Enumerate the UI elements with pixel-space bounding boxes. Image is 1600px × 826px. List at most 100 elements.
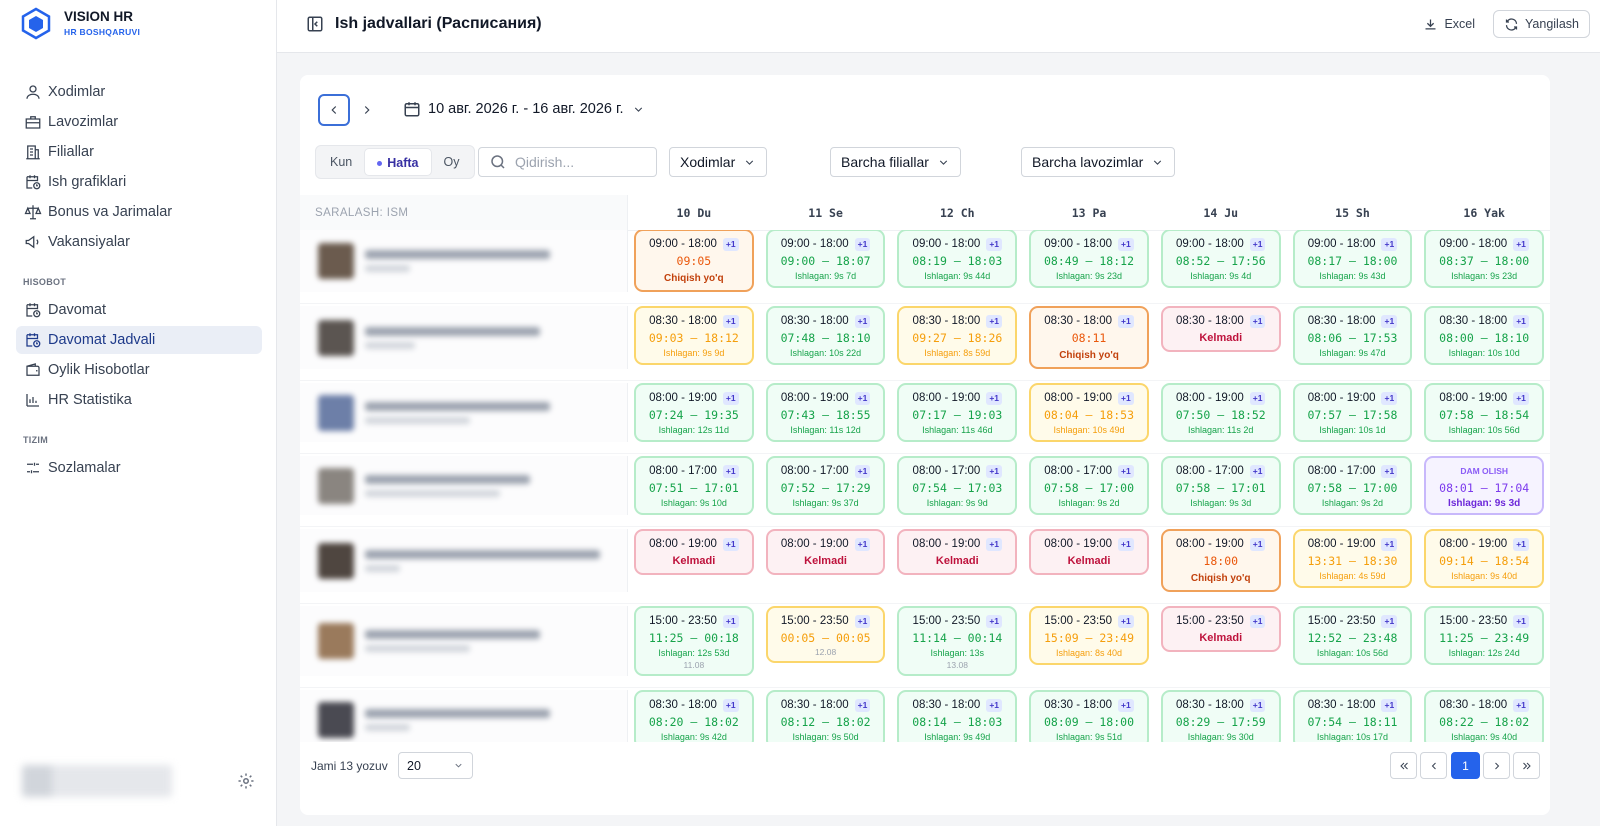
- day-cell: 08:00 - 19:00 +1 07:57 — 17:58 Ishlagan: 10…: [1287, 383, 1419, 442]
- shift-card[interactable]: 08:00 - 17:00 +1 07:54 — 17:03 Ishlagan: 9s…: [897, 456, 1018, 515]
- nav-item[interactable]: Ish grafiklari: [16, 168, 262, 196]
- shift-card[interactable]: 08:30 - 18:00 +1 08:12 — 18:02 Ishlagan: 9s…: [765, 690, 886, 742]
- current-page[interactable]: 1: [1451, 752, 1480, 779]
- shift-card[interactable]: 09:00 - 18:00 +1 08:17 — 18:00 Ishlagan: 9s…: [1292, 230, 1413, 288]
- next-week[interactable]: [360, 103, 374, 117]
- shift-line: 09:00 - 18:00 +1: [1299, 235, 1407, 253]
- shift-card[interactable]: 08:00 - 19:00 +1 08:04 — 18:53 Ishlagan: 10…: [1029, 383, 1149, 442]
- nav-item[interactable]: Davomat: [16, 296, 262, 324]
- total-count: Jami 13 yozuv: [311, 759, 388, 773]
- sidebar-toggle[interactable]: [306, 15, 324, 33]
- prev-page[interactable]: [1420, 752, 1447, 779]
- shift-card[interactable]: DAM OLISH 08:01 — 17:04 Ishlagan: 9s 3d: [1424, 456, 1545, 515]
- icon: [1522, 762, 1531, 769]
- shift-card[interactable]: 15:00 - 23:50 +1 00:05 — 00:05 12.08: [765, 606, 886, 663]
- filter-select[interactable]: Barcha filiallar: [830, 147, 961, 177]
- shift-card[interactable]: 08:30 - 18:00 +1 08:20 — 18:02 Ishlagan: 9s…: [634, 690, 754, 742]
- nav-item[interactable]: HR Statistika: [16, 386, 262, 414]
- shift-card[interactable]: 08:30 - 18:00 +1 08:11 Chiqish yo'q: [1029, 306, 1149, 369]
- shift-badge: +1: [986, 537, 1003, 551]
- shift-card[interactable]: 08:30 - 18:00 +1 09:27 — 18:26 Ishlagan: 8s…: [897, 306, 1018, 365]
- icon: [1494, 762, 1499, 769]
- shift-card[interactable]: 08:00 - 19:00 +1 07:17 — 19:03 Ishlagan: 11…: [897, 383, 1018, 442]
- view-option[interactable]: Oy: [443, 155, 460, 169]
- shift-card[interactable]: 08:30 - 18:00 +1 08:22 — 18:02 Ishlagan: 9s…: [1424, 690, 1545, 742]
- shift-card[interactable]: 08:00 - 19:00 +1 07:58 — 18:54 Ishlagan: 10…: [1424, 383, 1545, 442]
- filter-select[interactable]: Barcha lavozimlar: [1021, 147, 1176, 177]
- icon-part: [26, 145, 40, 160]
- shift-line: 08:00 - 19:00 +1: [1035, 389, 1143, 407]
- date-range[interactable]: 10 авг. 2026 г. - 16 авг. 2026 г.: [428, 101, 624, 117]
- shift-card[interactable]: 08:00 - 19:00 +1 07:50 — 18:52 Ishlagan: 11…: [1160, 383, 1281, 442]
- shift-card[interactable]: 08:00 - 19:00 +1 18:00 Chiqish yo'q: [1160, 529, 1281, 592]
- shift-card[interactable]: 08:00 - 19:00 +1 Kelmadi: [1029, 529, 1149, 575]
- shift-line: 15:00 - 23:50 +1: [1167, 612, 1275, 630]
- shift-card[interactable]: 09:00 - 18:00 +1 08:52 — 17:56 Ishlagan: 9s…: [1160, 230, 1281, 288]
- shift-card[interactable]: 08:30 - 18:00 +1 07:48 — 18:10 Ishlagan: 10…: [765, 306, 886, 365]
- page-size[interactable]: 20: [398, 752, 473, 779]
- shift-card[interactable]: 15:00 - 23:50 +1 Kelmadi: [1160, 606, 1281, 652]
- shift-card[interactable]: 08:00 - 19:00 +1 Kelmadi: [765, 529, 886, 575]
- shift-card[interactable]: 08:30 - 18:00 +1 07:54 — 18:11 Ishlagan: 10…: [1292, 690, 1413, 742]
- nav-item[interactable]: Oylik Hisobotlar: [16, 356, 262, 384]
- nav-label: Lavozimlar: [48, 114, 119, 130]
- shift-card[interactable]: 09:00 - 18:00 +1 09:05 Chiqish yo'q: [634, 230, 754, 292]
- shift-card[interactable]: 09:00 - 18:00 +1 08:19 — 18:03 Ishlagan: 9s…: [897, 230, 1018, 288]
- nav-item[interactable]: Bonus va Jarimalar: [16, 198, 262, 226]
- shift-card[interactable]: 08:00 - 19:00 +1 07:43 — 18:55 Ishlagan: 11…: [765, 383, 886, 442]
- shift-card[interactable]: 15:00 - 23:50 +1 11:14 — 00:14 Ishlagan: 13…: [897, 606, 1018, 676]
- shift-card[interactable]: 08:00 - 17:00 +1 07:51 — 17:01 Ishlagan: 9s…: [634, 456, 754, 515]
- next-page[interactable]: [1483, 752, 1510, 779]
- shift-card[interactable]: 08:00 - 17:00 +1 07:52 — 17:29 Ishlagan: 9s…: [765, 456, 886, 515]
- shift-card[interactable]: 08:00 - 17:00 +1 07:58 — 17:00 Ishlagan: 9s…: [1029, 456, 1149, 515]
- shift-card[interactable]: 08:00 - 19:00 +1 13:31 — 18:30 Ishlagan: 4s…: [1292, 529, 1413, 588]
- view-option[interactable]: Kun: [330, 155, 353, 169]
- shift-card[interactable]: 08:30 - 18:00 +1 08:09 — 18:00 Ishlagan: 9s…: [1029, 690, 1149, 742]
- nav-item[interactable]: Filiallar: [16, 138, 262, 166]
- shift-card[interactable]: 08:30 - 18:00 +1 08:14 — 18:03 Ishlagan: 9s…: [897, 690, 1018, 742]
- shift-card[interactable]: 09:00 - 18:00 +1 09:00 — 18:07 Ishlagan: 9s…: [765, 230, 886, 288]
- nav-item[interactable]: Sozlamalar: [16, 454, 262, 482]
- shift-card[interactable]: 15:00 - 23:50 +1 11:25 — 00:18 Ishlagan: 12…: [634, 606, 754, 676]
- last-page[interactable]: [1513, 752, 1540, 779]
- shift-card[interactable]: 08:00 - 17:00 +1 07:58 — 17:00 Ishlagan: 9s…: [1292, 456, 1413, 515]
- worked-hours: Ishlagan: 9s 40d: [1451, 732, 1518, 742]
- shift-line: 15:00 - 23:50 +1: [903, 612, 1011, 630]
- view-option[interactable]: Hafta: [364, 148, 432, 176]
- search-box[interactable]: Qidirish...: [478, 147, 657, 177]
- shift-badge: +1: [1249, 698, 1266, 712]
- nav-item[interactable]: Davomat Jadvali: [16, 326, 262, 354]
- shift-card[interactable]: 08:30 - 18:00 +1 08:00 — 18:10 Ishlagan: 10…: [1424, 306, 1545, 365]
- shift-card[interactable]: 08:30 - 18:00 +1 Kelmadi: [1160, 306, 1281, 352]
- filter-label: Barcha lavozimlar: [1032, 154, 1144, 170]
- shift-badge: +1: [1513, 314, 1529, 328]
- shift-card[interactable]: 08:00 - 19:00 +1 09:14 — 18:54 Ishlagan: 9s…: [1424, 529, 1545, 588]
- shift-card[interactable]: 08:00 - 19:00 +1 Kelmadi: [634, 529, 754, 575]
- shift-card[interactable]: 08:30 - 18:00 +1 08:29 — 17:59 Ishlagan: 9s…: [1160, 690, 1281, 742]
- employee-position: [365, 489, 500, 497]
- prev-week[interactable]: [318, 94, 350, 126]
- date-chevron[interactable]: [632, 103, 645, 116]
- header-action[interactable]: Excel: [1413, 10, 1485, 38]
- shift-card[interactable]: 08:00 - 19:00 +1 07:24 — 19:35 Ishlagan: 12…: [634, 383, 754, 442]
- shift-card[interactable]: 15:00 - 23:50 +1 11:25 — 23:49 Ishlagan: 12…: [1424, 606, 1545, 665]
- day-cell: 15:00 - 23:50 +1 11:25 — 23:49 Ishlagan: 12…: [1418, 606, 1550, 676]
- nav-label: HR Statistika: [48, 392, 132, 408]
- nav-item[interactable]: Lavozimlar: [16, 108, 262, 136]
- shift-card[interactable]: 08:00 - 19:00 +1 07:57 — 17:58 Ishlagan: 10…: [1292, 383, 1413, 442]
- settings-icon[interactable]: [237, 772, 255, 790]
- nav-item[interactable]: Xodimlar: [16, 78, 262, 106]
- nav-item[interactable]: Vakansiyalar: [16, 228, 262, 256]
- shift-card[interactable]: 08:00 - 17:00 +1 07:58 — 17:01 Ishlagan: 9s…: [1160, 456, 1281, 515]
- shift-card[interactable]: 08:30 - 18:00 +1 09:03 — 18:12 Ishlagan: 9s…: [634, 306, 754, 365]
- shift-badge: +1: [854, 314, 871, 328]
- shift-card[interactable]: 15:00 - 23:50 +1 15:09 — 23:49 Ishlagan: 8s…: [1029, 606, 1149, 665]
- shift-card[interactable]: 09:00 - 18:00 +1 08:37 — 18:00 Ishlagan: 9s…: [1424, 230, 1545, 288]
- shift-card[interactable]: 09:00 - 18:00 +1 08:49 — 18:12 Ishlagan: 9s…: [1029, 230, 1149, 288]
- header-action[interactable]: Yangilash: [1493, 10, 1590, 38]
- shift-card[interactable]: 08:00 - 19:00 +1 Kelmadi: [897, 529, 1018, 575]
- first-page[interactable]: [1390, 752, 1417, 779]
- filter-select[interactable]: Xodimlar: [669, 147, 768, 177]
- shift-card[interactable]: 08:30 - 18:00 +1 08:06 — 17:53 Ishlagan: 9s…: [1292, 306, 1413, 365]
- shift-card[interactable]: 15:00 - 23:50 +1 12:52 — 23:48 Ishlagan: 10…: [1292, 606, 1413, 665]
